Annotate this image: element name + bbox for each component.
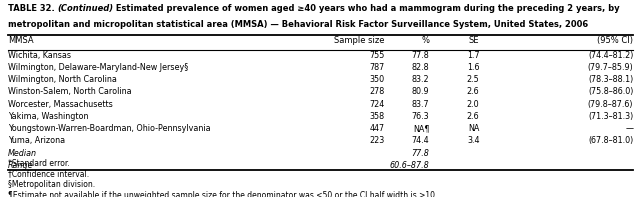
Text: Worcester, Massachusetts: Worcester, Massachusetts — [8, 100, 112, 109]
Text: 2.6: 2.6 — [467, 87, 479, 97]
Text: 83.7: 83.7 — [412, 100, 429, 109]
Text: Wichita, Kansas: Wichita, Kansas — [8, 51, 71, 60]
Text: (78.3–88.1): (78.3–88.1) — [588, 75, 633, 84]
Text: 223: 223 — [369, 136, 385, 145]
Text: 724: 724 — [369, 100, 385, 109]
Text: (79.7–85.9): (79.7–85.9) — [588, 63, 633, 72]
Text: TABLE 32.: TABLE 32. — [8, 4, 57, 13]
Text: Winston-Salem, North Carolina: Winston-Salem, North Carolina — [8, 87, 131, 97]
Text: Yakima, Washington: Yakima, Washington — [8, 112, 88, 121]
Text: Sample size: Sample size — [334, 36, 385, 46]
Text: (75.8–86.0): (75.8–86.0) — [588, 87, 633, 97]
Text: Estimated prevalence of women aged ≥40 years who had a mammogram during the prec: Estimated prevalence of women aged ≥40 y… — [113, 4, 620, 13]
Text: (Continued): (Continued) — [57, 4, 113, 13]
Text: %: % — [422, 36, 429, 46]
Text: Range: Range — [8, 161, 33, 170]
Text: 83.2: 83.2 — [412, 75, 429, 84]
Text: Wilmington, Delaware-Maryland-New Jersey§: Wilmington, Delaware-Maryland-New Jersey… — [8, 63, 188, 72]
Text: SE: SE — [469, 36, 479, 46]
Text: 278: 278 — [369, 87, 385, 97]
Text: 2.5: 2.5 — [467, 75, 479, 84]
Text: 358: 358 — [369, 112, 385, 121]
Text: MMSA: MMSA — [8, 36, 33, 46]
Text: 447: 447 — [369, 124, 385, 133]
Text: 1.6: 1.6 — [467, 63, 479, 72]
Text: †Confidence interval.: †Confidence interval. — [8, 169, 89, 178]
Text: 77.8: 77.8 — [412, 149, 429, 158]
Text: 3.4: 3.4 — [467, 136, 479, 145]
Text: (95% CI): (95% CI) — [597, 36, 633, 46]
Text: 82.8: 82.8 — [412, 63, 429, 72]
Text: Median: Median — [8, 149, 37, 158]
Text: 77.8: 77.8 — [412, 51, 429, 60]
Text: Yuma, Arizona: Yuma, Arizona — [8, 136, 65, 145]
Text: (71.3–81.3): (71.3–81.3) — [588, 112, 633, 121]
Text: 76.3: 76.3 — [412, 112, 429, 121]
Text: 80.9: 80.9 — [412, 87, 429, 97]
Text: Wilmington, North Carolina: Wilmington, North Carolina — [8, 75, 117, 84]
Text: 787: 787 — [369, 63, 385, 72]
Text: 74.4: 74.4 — [412, 136, 429, 145]
Text: 755: 755 — [369, 51, 385, 60]
Text: 350: 350 — [369, 75, 385, 84]
Text: NA¶: NA¶ — [413, 124, 429, 133]
Text: *Standard error.: *Standard error. — [8, 159, 69, 168]
Text: ¶Estimate not available if the unweighted sample size for the denominator was <5: ¶Estimate not available if the unweighte… — [8, 191, 437, 197]
Text: 1.7: 1.7 — [467, 51, 479, 60]
Text: (79.8–87.6): (79.8–87.6) — [588, 100, 633, 109]
Text: Youngstown-Warren-Boardman, Ohio-Pennsylvania: Youngstown-Warren-Boardman, Ohio-Pennsyl… — [8, 124, 210, 133]
Text: 2.0: 2.0 — [467, 100, 479, 109]
Text: —: — — [626, 124, 633, 133]
Text: (67.8–81.0): (67.8–81.0) — [588, 136, 633, 145]
Text: metropolitan and micropolitan statistical area (MMSA) — Behavioral Risk Factor S: metropolitan and micropolitan statistica… — [8, 20, 588, 29]
Text: 60.6–87.8: 60.6–87.8 — [390, 161, 429, 170]
Text: NA: NA — [468, 124, 479, 133]
Text: §Metropolitan division.: §Metropolitan division. — [8, 180, 95, 189]
Text: 2.6: 2.6 — [467, 112, 479, 121]
Text: (74.4–81.2): (74.4–81.2) — [588, 51, 633, 60]
